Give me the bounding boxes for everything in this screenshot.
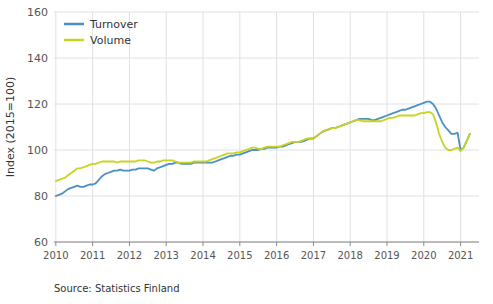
x-tick xyxy=(313,242,314,246)
background xyxy=(0,0,493,304)
y-grid-line xyxy=(54,104,479,105)
x-tick xyxy=(423,242,424,246)
x-grid-line xyxy=(387,12,388,242)
y-tick-label: 140 xyxy=(27,52,48,65)
x-tick xyxy=(166,242,167,246)
x-tick-label: 2014 xyxy=(190,250,215,261)
x-tick-label: 2011 xyxy=(80,250,105,261)
x-grid-line xyxy=(55,12,56,242)
y-tick-label: 60 xyxy=(34,236,48,249)
legend-swatch xyxy=(64,23,84,26)
x-tick-label: 2015 xyxy=(227,250,252,261)
x-tick-label: 2012 xyxy=(117,250,142,261)
legend-label: Turnover xyxy=(89,18,138,31)
y-tick-label: 100 xyxy=(27,144,48,157)
x-tick-label: 2018 xyxy=(337,250,362,261)
x-grid-line xyxy=(166,12,167,242)
y-tick-label: 160 xyxy=(27,6,48,19)
x-tick xyxy=(350,242,351,246)
y-grid-line xyxy=(54,196,479,197)
x-tick xyxy=(92,242,93,246)
x-tick xyxy=(387,242,388,246)
x-tick xyxy=(460,242,461,246)
x-tick xyxy=(129,242,130,246)
grid xyxy=(54,12,479,242)
y-grid-line xyxy=(54,242,479,243)
chart-container: 60 80 100 120 140 160 2010 2011 2012 2013 2014 2015… xyxy=(0,0,493,304)
x-grid-line xyxy=(460,12,461,242)
x-grid-line xyxy=(203,12,204,242)
source-note: Source: Statistics Finland xyxy=(54,283,180,294)
x-tick-label: 2020 xyxy=(411,250,436,261)
x-tick-label: 2010 xyxy=(43,250,68,261)
x-grid-line xyxy=(350,12,351,242)
x-tick xyxy=(239,242,240,246)
plot-area xyxy=(56,102,470,196)
y-axis-label: Index (2015=100) xyxy=(4,77,17,178)
x-tick-label: 2021 xyxy=(448,250,473,261)
y-tick-label: 80 xyxy=(34,190,48,203)
legend-label: Volume xyxy=(90,34,131,47)
x-tick xyxy=(55,242,56,246)
x-grid-line xyxy=(276,12,277,242)
chart-svg: 60 80 100 120 140 160 2010 2011 2012 2013 2014 2015… xyxy=(0,0,493,304)
y-grid-line xyxy=(54,12,479,13)
x-tick-label: 2013 xyxy=(154,250,179,261)
y-grid-line xyxy=(54,58,479,59)
y-tick-label: 120 xyxy=(27,98,48,111)
x-grid-line xyxy=(313,12,314,242)
legend-swatch xyxy=(64,39,84,42)
x-grid-line xyxy=(239,12,240,242)
x-grid-line xyxy=(423,12,424,242)
x-tick xyxy=(203,242,204,246)
legend: Turnover Volume xyxy=(64,18,138,47)
x-axis-line xyxy=(54,242,479,243)
series-line xyxy=(56,112,470,181)
x-tick-label: 2017 xyxy=(301,250,326,261)
series-line xyxy=(56,102,470,196)
x-tick-label: 2019 xyxy=(374,250,399,261)
x-tick-label: 2016 xyxy=(264,250,289,261)
y-grid-line xyxy=(54,150,479,151)
x-tick xyxy=(276,242,277,246)
